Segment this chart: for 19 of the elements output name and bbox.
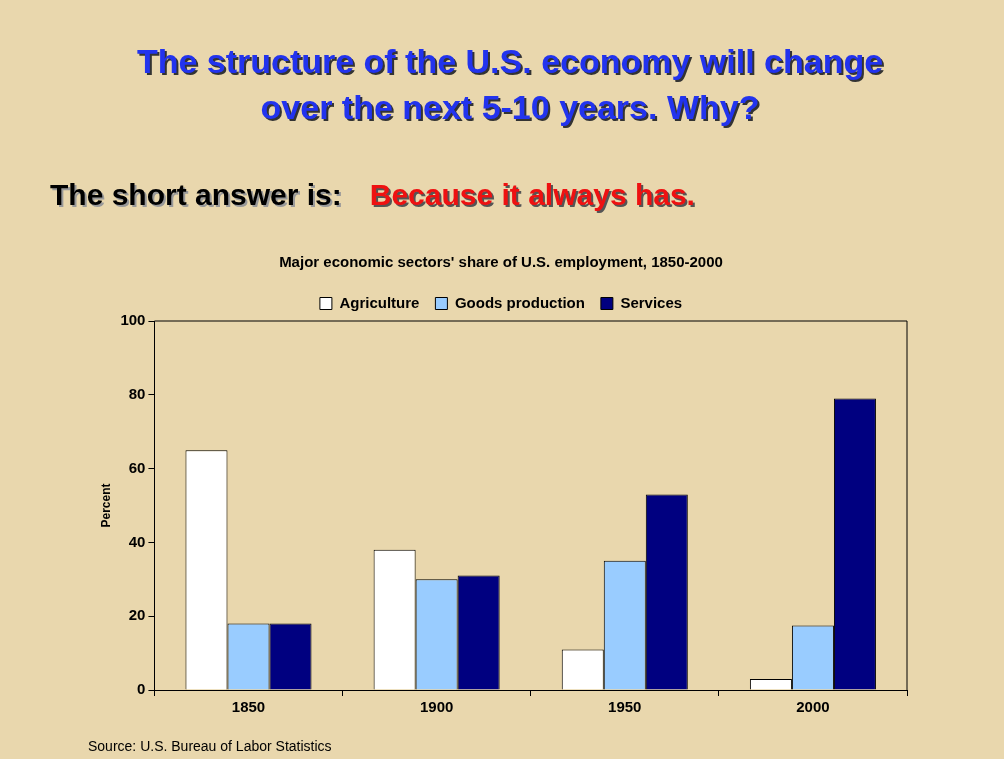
legend-label: Agriculture [339,293,420,311]
y-tick-label: 60 [128,458,146,476]
y-tick-label: 20 [128,606,146,624]
legend-label: Services [620,293,683,311]
y-tick-label: 80 [128,384,146,402]
x-tick-label: 1900 [419,698,454,716]
x-tick-label: 1850 [231,698,266,716]
text: The short answer is: [50,178,342,211]
x-tick-label: 1950 [608,698,642,716]
y-tick-label: 40 [128,532,146,550]
legend-label: Goods production [454,293,585,311]
y-axis-title: Percent [98,483,113,528]
x-tick-label: 2000 [796,698,830,716]
text: Because it always has. [369,178,695,211]
y-tick-label: 0 [137,680,146,698]
source-note: Source: U.S. Bureau of Labor Statistics [88,738,332,754]
chart-subtitle: Major economic sectors' share of U.S. employment, 1850-2000 [279,253,723,271]
y-tick-label: 100 [120,311,146,329]
chart-title: The structure of the U.S. economy will change over the next 5-10 years. Why? [135,41,885,128]
